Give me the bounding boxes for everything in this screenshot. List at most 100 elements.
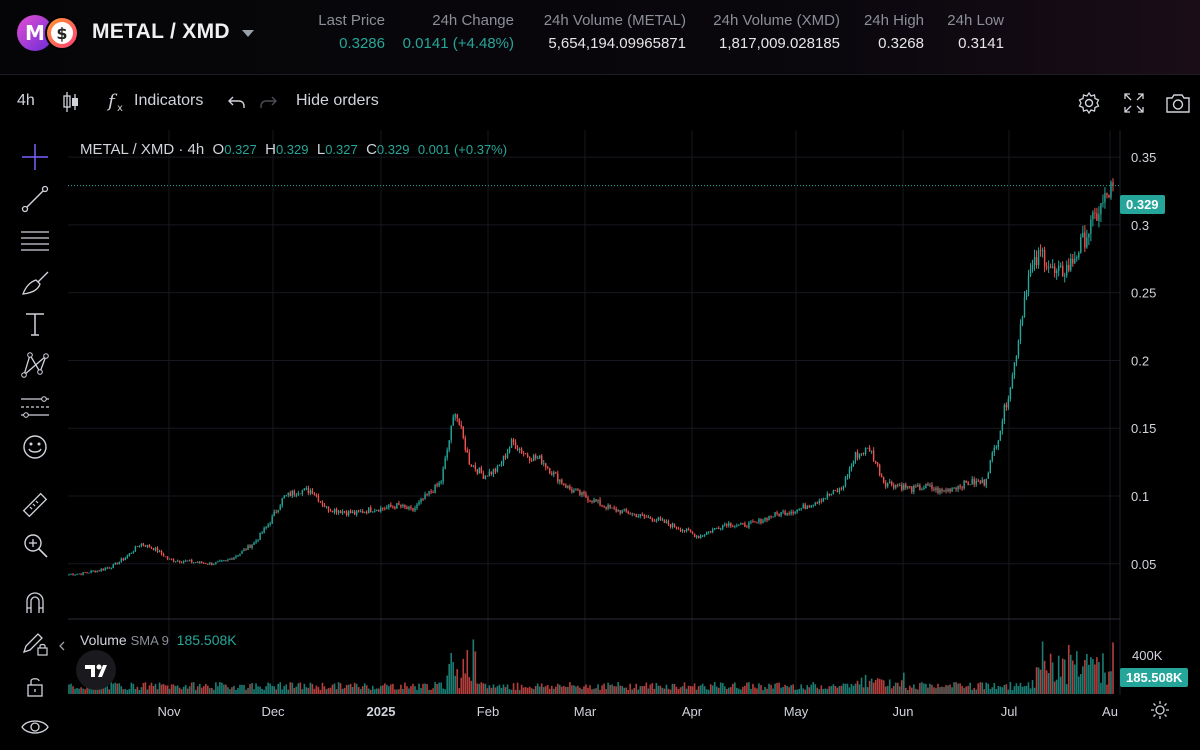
candle-body [116,562,118,565]
candle-body [766,517,768,521]
volume-bar [454,675,457,694]
volume-bar [701,683,704,694]
candle-body [510,439,513,448]
eye-icon[interactable] [20,712,50,742]
candle-body [186,560,189,562]
volume-bar [693,683,696,694]
zoom-in-icon[interactable] [20,530,50,560]
volume-bar [788,687,790,694]
interval-button[interactable]: 4h [17,92,35,109]
function-fx-icon[interactable]: f x [106,90,128,114]
candle-body [253,542,255,545]
chevron-down-icon[interactable] [242,30,254,37]
theme-sun-icon[interactable] [1150,700,1170,720]
horizontal-lines-icon[interactable] [20,226,50,256]
candle-body [291,490,293,497]
volume-bar [563,685,565,694]
candle-body [973,479,975,485]
volume-bar [416,689,418,694]
candle-body [975,480,977,485]
candle-body [561,479,563,484]
candle-body [96,570,98,573]
volume-bar [484,683,487,694]
volume-bar [655,683,658,694]
volume-bar [1023,686,1026,694]
candle-body [508,447,511,453]
volume-bar [271,685,273,694]
candle-body [577,489,579,491]
volume-bar [816,687,819,694]
volume-bar [353,682,356,694]
crosshair-icon[interactable] [20,142,50,172]
lock-icon[interactable] [20,672,50,702]
volume-bar [241,684,243,694]
volume-bar [808,687,811,694]
candle-body [394,506,396,509]
undo-icon[interactable] [228,94,246,110]
candle-body [951,488,953,492]
candle-body [762,520,764,524]
candle-body [921,488,923,490]
pair-selector[interactable]: METAL / XMD [92,20,230,43]
candle-body [583,492,585,495]
volume-bar [520,684,523,694]
candle-body [824,498,827,499]
pattern-tool-icon[interactable] [20,350,50,380]
text-tool-icon[interactable] [20,309,50,339]
brush-icon[interactable] [20,268,50,298]
chevron-left-icon[interactable] [58,640,66,652]
volume-bar [426,684,428,694]
candle-body [703,534,706,536]
ruler-measure-icon[interactable] [20,490,50,520]
settings-gear-icon[interactable] [1077,91,1101,115]
fullscreen-icon[interactable] [1123,92,1145,114]
volume-bar [192,682,195,694]
candle-body [891,481,893,486]
volume-bar [987,683,990,694]
candle-body [776,512,778,514]
candle-body [893,485,895,488]
volume-bar [424,683,426,694]
candlestick-icon[interactable] [61,91,81,113]
volume-bar [860,677,863,694]
lock-drawings-pencil-icon[interactable] [20,628,50,658]
volume-bar [1106,684,1108,694]
candle-body [486,475,489,477]
volume-bar [333,683,336,694]
volume-legend: Volume SMA 9 185.508K [80,632,237,648]
volume-legend-name[interactable]: Volume [80,632,127,648]
forecast-tool-icon[interactable] [20,392,50,422]
volume-bar [1080,673,1082,694]
volume-legend-value: 185.508K [176,632,237,648]
volume-bar [396,689,398,694]
camera-screenshot-icon[interactable] [1165,92,1191,114]
volume-bar [120,686,123,694]
volume-bar [414,686,416,694]
candle-body [353,511,356,515]
volume-bar [319,689,322,694]
emoji-smile-icon[interactable] [20,432,50,462]
candle-body [899,485,901,486]
volume-bar [245,689,247,694]
hide-orders-button[interactable]: Hide orders [296,92,379,109]
volume-bar [349,683,352,694]
candle-body [1066,264,1068,276]
indicators-button[interactable]: Indicators [134,92,204,109]
candle-body [830,493,833,496]
candle-body [555,472,557,474]
volume-bar [802,688,805,694]
candle-body [677,528,680,530]
volume-bar [1017,685,1020,694]
magnet-icon[interactable] [20,588,50,618]
trend-line-icon[interactable] [20,184,50,214]
volume-bar [432,688,434,694]
volume-bar [619,685,621,694]
candle-body [585,494,587,498]
tradingview-logo[interactable] [76,650,116,690]
volume-bar [814,684,817,694]
redo-icon[interactable] [259,94,277,110]
volume-bar [876,678,879,694]
legend-symbol[interactable]: METAL / XMD · 4h [80,141,205,158]
volume-bar [949,684,951,694]
